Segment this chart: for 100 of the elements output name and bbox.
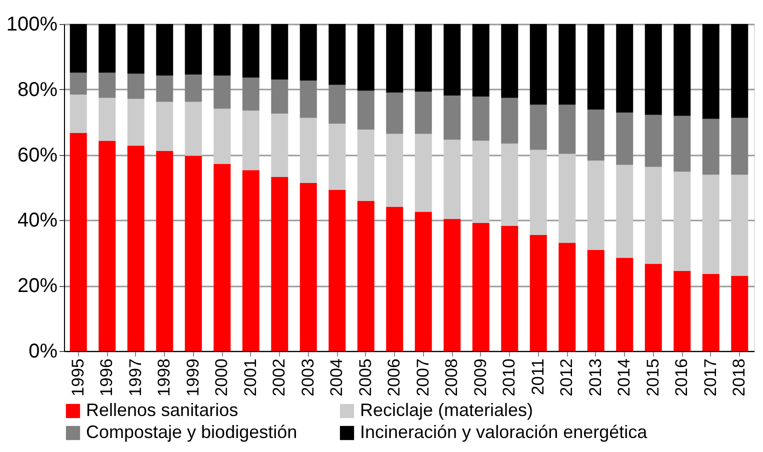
- bar: [702, 24, 720, 119]
- bar: [328, 190, 346, 351]
- bar: [184, 74, 202, 102]
- x-tick-label: 2013: [586, 358, 605, 396]
- x-tick-label: 2008: [442, 358, 462, 396]
- bar: [357, 24, 374, 91]
- y-tick-label: 20%: [17, 275, 58, 298]
- x-tick-label: 2002: [270, 358, 289, 396]
- bar: [558, 24, 576, 105]
- x-tick-label: 1996: [97, 358, 116, 396]
- bar: [530, 150, 547, 235]
- bar: [616, 112, 634, 165]
- bar: [501, 24, 518, 98]
- bar: [70, 24, 87, 73]
- bar: [214, 164, 231, 351]
- bar: [242, 110, 260, 170]
- bar: [616, 164, 634, 258]
- bar: [300, 118, 317, 183]
- bar: [184, 156, 202, 351]
- bar: [444, 24, 461, 96]
- x-tick-label: 2015: [643, 358, 662, 396]
- bar: [300, 80, 317, 118]
- bar: [731, 276, 748, 351]
- bar: [70, 72, 87, 95]
- legend-label: Compostaje y biodigestión: [86, 422, 298, 442]
- bar: [98, 72, 116, 98]
- bar: [587, 24, 604, 110]
- bar: [558, 242, 576, 351]
- bar: [127, 74, 144, 99]
- x-tick-label: 1995: [68, 358, 88, 396]
- bar: [127, 98, 144, 146]
- bar: [472, 140, 490, 223]
- y-tick-label: 40%: [17, 210, 58, 232]
- x-tick-label: 2003: [298, 358, 318, 396]
- bar: [674, 172, 691, 271]
- bar: [328, 124, 346, 190]
- bar: [587, 160, 604, 250]
- x-tick-label: 2009: [470, 358, 490, 396]
- x-tick-label: 2006: [384, 358, 404, 396]
- bar: [271, 24, 288, 80]
- bar: [731, 24, 748, 118]
- bar: [702, 118, 720, 175]
- bar: [702, 174, 720, 274]
- x-tick-label: 2000: [212, 358, 232, 396]
- bar: [530, 104, 547, 150]
- bar: [414, 212, 432, 351]
- bar: [214, 108, 231, 164]
- bar: [587, 250, 604, 351]
- bar: [242, 24, 260, 78]
- bar: [414, 134, 432, 212]
- bar: [70, 94, 87, 133]
- bar: [156, 76, 174, 102]
- bar: [242, 170, 260, 351]
- x-tick-label: 2012: [557, 358, 576, 396]
- bar: [444, 96, 461, 140]
- x-tick-label: 1997: [126, 358, 145, 396]
- bar: [271, 114, 288, 178]
- bar: [214, 76, 231, 109]
- bar: [414, 24, 432, 92]
- legend-label: Incineración y valoración energética: [360, 422, 648, 442]
- x-tick-label: 2016: [672, 358, 692, 396]
- bar: [444, 218, 461, 351]
- bar: [644, 264, 662, 351]
- bar: [98, 24, 116, 73]
- y-tick-label: 0%: [28, 340, 58, 362]
- bar: [271, 80, 288, 114]
- bar: [70, 132, 87, 351]
- bar: [214, 24, 231, 76]
- bar: [674, 24, 691, 116]
- bar: [674, 116, 691, 172]
- bar: [242, 78, 260, 111]
- bar: [156, 150, 174, 351]
- bar: [98, 140, 116, 351]
- x-tick-label: 2018: [730, 358, 749, 396]
- bar: [731, 118, 748, 175]
- bar: [587, 110, 604, 161]
- bar: [127, 146, 144, 351]
- bar: [616, 24, 634, 113]
- bar: [644, 166, 662, 264]
- legend-label: Rellenos sanitarios: [86, 400, 238, 420]
- bar: [616, 258, 634, 351]
- x-tick-label: 2001: [240, 358, 260, 396]
- y-tick-label: 60%: [17, 144, 58, 166]
- bar: [127, 24, 144, 74]
- bar: [472, 96, 490, 141]
- bar: [530, 24, 547, 105]
- bar: [300, 24, 317, 81]
- bar: [644, 114, 662, 167]
- bar: [386, 92, 404, 134]
- bar: [357, 200, 374, 351]
- x-tick-label: 1999: [183, 358, 202, 396]
- bar: [156, 102, 174, 151]
- bar: [98, 98, 116, 141]
- x-tick-label: 2004: [327, 358, 346, 396]
- bar: [558, 154, 576, 243]
- bar: [702, 274, 720, 351]
- bar: [386, 24, 404, 93]
- bar: [530, 234, 547, 351]
- bar: [472, 24, 490, 97]
- legend-label: Reciclaje (materiales): [360, 400, 534, 420]
